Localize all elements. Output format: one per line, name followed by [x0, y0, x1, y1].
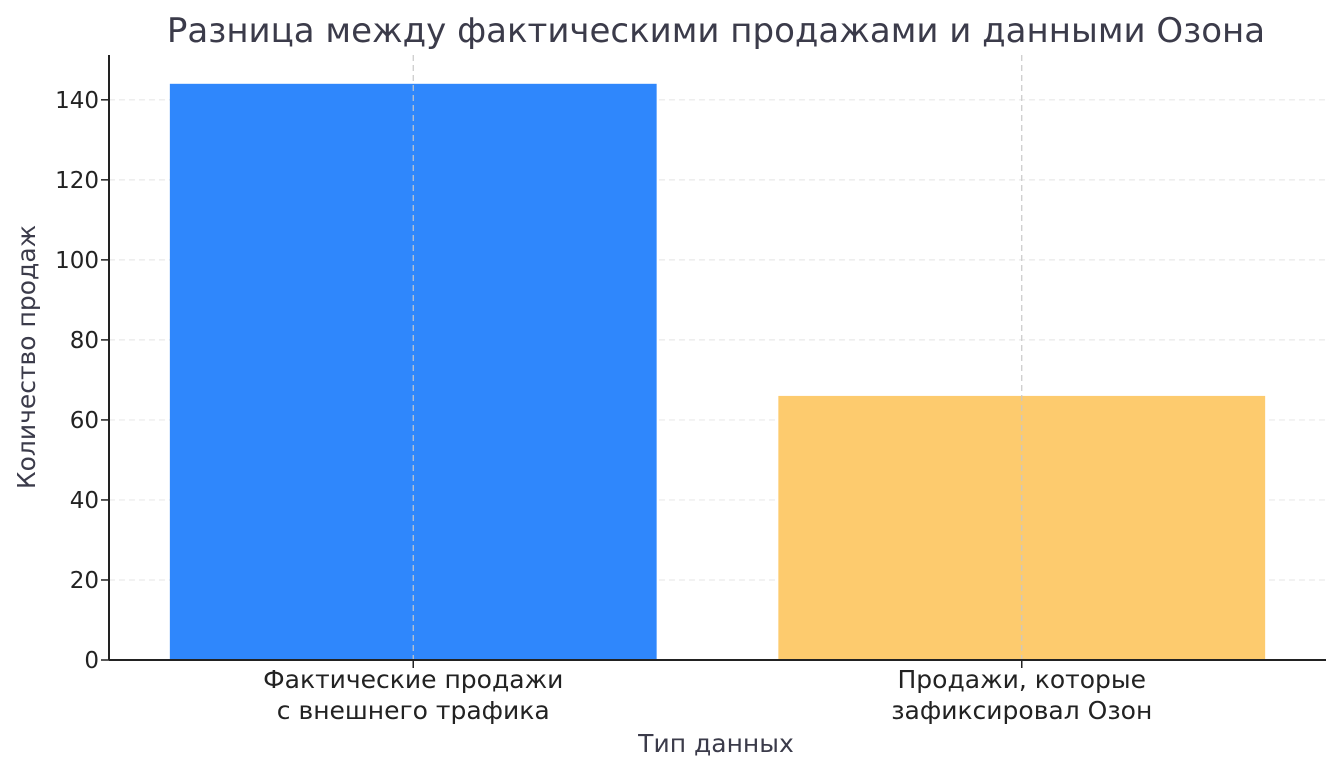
axes [108, 55, 1326, 661]
x-tick-label-line: Фактические продажи [263, 665, 563, 694]
bars [169, 83, 1266, 661]
y-tick-label: 0 [84, 648, 99, 674]
chart-title: Разница между фактическими продажами и д… [167, 11, 1265, 51]
y-axis-ticks: 0 20 40 60 80 100 120 140 [55, 88, 109, 674]
x-axis-ticks: Фактические продажи с внешнего трафика Про… [263, 660, 1152, 725]
vertical-grid [412, 55, 1023, 660]
x-tick-label-line: с внешнего трафика [277, 696, 550, 725]
y-tick-label: 100 [55, 248, 99, 274]
x-axis-label: Тип данных [637, 729, 794, 758]
x-tick-label-line: Продажи, которые [898, 665, 1146, 694]
y-tick-label: 80 [70, 328, 99, 354]
y-tick-label: 120 [55, 168, 99, 194]
y-tick-label: 60 [70, 408, 99, 434]
y-tick-label: 140 [55, 88, 99, 114]
x-tick-label: Продажи, которые зафиксировал Озон [891, 665, 1152, 725]
y-tick-label: 20 [70, 568, 99, 594]
y-axis-label: Количество продаж [12, 225, 41, 489]
x-tick-label-line: зафиксировал Озон [891, 696, 1152, 725]
y-tick-label: 40 [70, 488, 99, 514]
x-tick-label: Фактические продажи с внешнего трафика [263, 665, 563, 725]
